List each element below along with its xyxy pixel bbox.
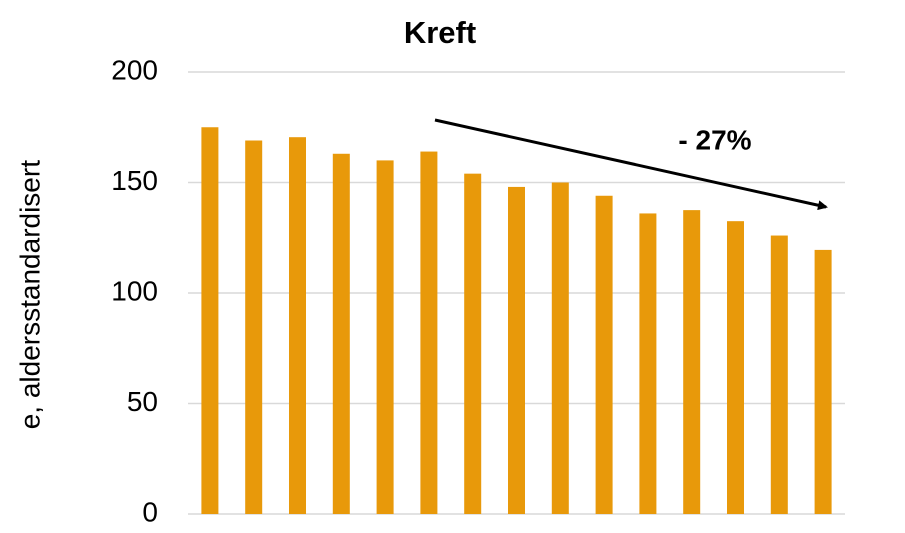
bar	[595, 195, 613, 514]
bar	[551, 182, 569, 514]
bar	[464, 173, 482, 514]
bar	[727, 221, 744, 515]
bar	[245, 140, 263, 514]
y-tick-label: 200	[111, 54, 158, 85]
bar	[201, 127, 219, 514]
y-axis-label: e, aldersstandardisert	[14, 160, 45, 429]
bar	[683, 210, 701, 514]
y-tick-label: 0	[142, 496, 158, 527]
bar	[639, 213, 657, 514]
bar	[376, 160, 394, 514]
bar	[420, 151, 438, 514]
bar	[508, 186, 525, 515]
y-tick-label: 150	[111, 165, 158, 196]
bar	[289, 137, 306, 514]
bar	[332, 153, 350, 514]
annotation: - 27%	[678, 124, 751, 155]
bar	[814, 249, 832, 514]
y-tick-label: 50	[127, 386, 158, 417]
chart-title: Kreft	[404, 15, 476, 50]
trend-arrow	[434, 118, 828, 211]
bar	[770, 235, 788, 515]
y-tick-label: 100	[111, 275, 158, 306]
